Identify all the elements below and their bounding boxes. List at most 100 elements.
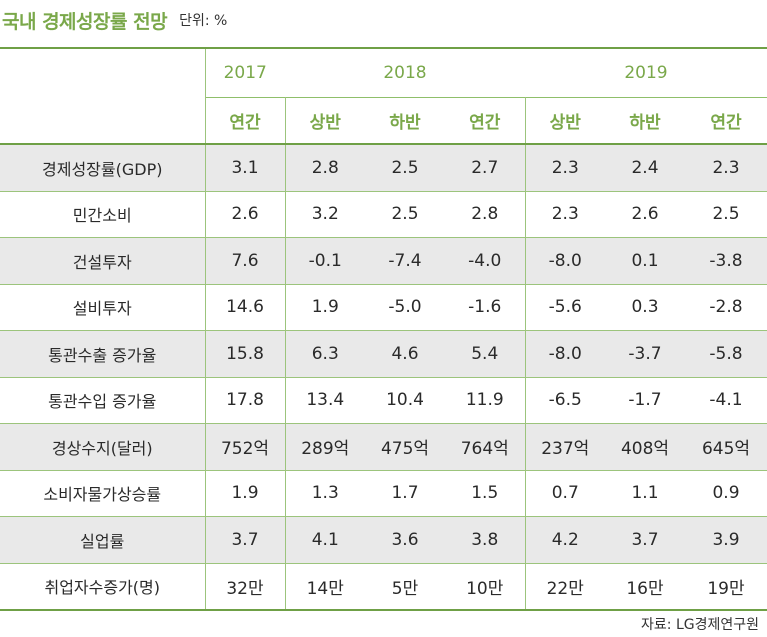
- value-cell: -0.1: [285, 237, 365, 285]
- value-cell: 32만: [205, 563, 286, 611]
- table-row: 통관수출 증가율 15.8 6.3 4.6 5.4 -8.0 -3.7 -5.8: [0, 330, 767, 378]
- forecast-table: 2017 2018 2019 연간 상반 하반 연간 상반 하반 연간 경제성장…: [0, 49, 767, 611]
- value-cell: 2.6: [205, 191, 286, 238]
- value-cell: 2.3: [525, 191, 605, 238]
- header: 국내 경제성장률 전망 단위: %: [0, 0, 227, 40]
- value-cell: 14.6: [205, 284, 286, 331]
- value-cell: 10만: [445, 563, 526, 611]
- value-cell: -6.5: [525, 377, 605, 424]
- year-2019: 2019: [624, 63, 668, 83]
- corner-cell: [0, 49, 206, 98]
- value-cell: 1.9: [285, 284, 365, 331]
- value-cell: 408억: [605, 423, 685, 471]
- table-body: 경제성장률(GDP) 3.1 2.8 2.5 2.7 2.3 2.4 2.3 민간소비 2.6 3.…: [0, 144, 767, 611]
- period-header: 연간: [445, 97, 526, 144]
- corner-cell-lower: [0, 97, 206, 144]
- value-cell: -3.7: [605, 330, 685, 378]
- value-cell: 1.9: [205, 470, 286, 517]
- row-label: 통관수출 증가율: [0, 330, 206, 378]
- row-label: 민간소비: [0, 191, 206, 238]
- value-cell: 764억: [445, 423, 526, 471]
- value-cell: 17.8: [205, 377, 286, 424]
- table-row: 취업자수증가(명) 32만 14만 5만 10만 22만 16만 19만: [0, 563, 767, 611]
- value-cell: 5만: [365, 563, 445, 611]
- value-cell: 752억: [205, 423, 286, 471]
- value-cell: 3.2: [285, 191, 365, 238]
- row-label: 경제성장률(GDP): [0, 144, 206, 192]
- value-cell: 6.3: [285, 330, 365, 378]
- unit-label: 단위: %: [179, 13, 228, 29]
- value-cell: -4.0: [445, 237, 526, 285]
- period-header: 하반: [365, 97, 445, 144]
- table-row: 소비자물가상승률 1.9 1.3 1.7 1.5 0.7 1.1 0.9: [0, 470, 767, 517]
- value-cell: -1.7: [605, 377, 685, 424]
- value-cell: -1.6: [445, 284, 526, 331]
- value-cell: 0.7: [525, 470, 605, 517]
- value-cell: 2.8: [445, 191, 526, 238]
- table-row: 실업률 3.7 4.1 3.6 3.8 4.2 3.7 3.9: [0, 516, 767, 564]
- value-cell: -5.0: [365, 284, 445, 331]
- value-cell: 2.5: [365, 144, 445, 192]
- value-cell: 2.7: [445, 144, 526, 192]
- value-cell: 0.1: [605, 237, 685, 285]
- table-row: 경상수지(달러) 752억 289억 475억 764억 237억 408억 645억: [0, 423, 767, 471]
- value-cell: 2.5: [685, 191, 767, 238]
- row-label: 설비투자: [0, 284, 206, 331]
- period-header: 연간: [685, 97, 767, 144]
- value-cell: 475억: [365, 423, 445, 471]
- row-label: 소비자물가상승률: [0, 470, 206, 517]
- value-cell: 237억: [525, 423, 605, 471]
- value-cell: -3.8: [685, 237, 767, 285]
- row-label: 실업률: [0, 516, 206, 564]
- value-cell: 15.8: [205, 330, 286, 378]
- value-cell: 289억: [285, 423, 365, 471]
- value-cell: 1.1: [605, 470, 685, 517]
- table-row: 통관수입 증가율 17.8 13.4 10.4 11.9 -6.5 -1.7 -4.1: [0, 377, 767, 424]
- value-cell: 2.5: [365, 191, 445, 238]
- value-cell: -4.1: [685, 377, 767, 424]
- year-2017: 2017: [223, 63, 267, 83]
- value-cell: 16만: [605, 563, 685, 611]
- value-cell: 0.9: [685, 470, 767, 517]
- value-cell: 2.3: [525, 144, 605, 192]
- period-header-row: 연간 상반 하반 연간 상반 하반 연간: [0, 97, 767, 144]
- table-row: 설비투자 14.6 1.9 -5.0 -1.6 -5.6 0.3 -2.8: [0, 284, 767, 331]
- value-cell: -7.4: [365, 237, 445, 285]
- value-cell: 14만: [285, 563, 365, 611]
- value-cell: 1.5: [445, 470, 526, 517]
- period-header: 하반: [605, 97, 685, 144]
- value-cell: 2.4: [605, 144, 685, 192]
- table-row: 민간소비 2.6 3.2 2.5 2.8 2.3 2.6 2.5: [0, 191, 767, 238]
- value-cell: 22만: [525, 563, 605, 611]
- value-cell: -5.6: [525, 284, 605, 331]
- value-cell: -5.8: [685, 330, 767, 378]
- value-cell: 3.8: [445, 516, 526, 564]
- top-rule: [0, 47, 767, 49]
- row-label: 건설투자: [0, 237, 206, 285]
- value-cell: 19만: [685, 563, 767, 611]
- value-cell: -8.0: [525, 330, 605, 378]
- value-cell: 4.6: [365, 330, 445, 378]
- value-cell: 7.6: [205, 237, 286, 285]
- row-label: 취업자수증가(명): [0, 563, 206, 611]
- row-label: 경상수지(달러): [0, 423, 206, 471]
- value-cell: 3.9: [685, 516, 767, 564]
- value-cell: -8.0: [525, 237, 605, 285]
- value-cell: 4.1: [285, 516, 365, 564]
- source-note: 자료: LG경제연구원: [641, 617, 759, 633]
- value-cell: 3.1: [205, 144, 286, 192]
- value-cell: 0.3: [605, 284, 685, 331]
- value-cell: 645억: [685, 423, 767, 471]
- value-cell: 13.4: [285, 377, 365, 424]
- value-cell: 2.3: [685, 144, 767, 192]
- year-header-row: 2017 2018 2019: [0, 49, 767, 98]
- period-header: 상반: [525, 97, 605, 144]
- table-row: 경제성장률(GDP) 3.1 2.8 2.5 2.7 2.3 2.4 2.3: [0, 144, 767, 192]
- value-cell: 11.9: [445, 377, 526, 424]
- value-cell: 1.7: [365, 470, 445, 517]
- value-cell: 10.4: [365, 377, 445, 424]
- value-cell: 4.2: [525, 516, 605, 564]
- year-2018: 2018: [383, 63, 427, 83]
- period-header: 상반: [285, 97, 365, 144]
- value-cell: 5.4: [445, 330, 526, 378]
